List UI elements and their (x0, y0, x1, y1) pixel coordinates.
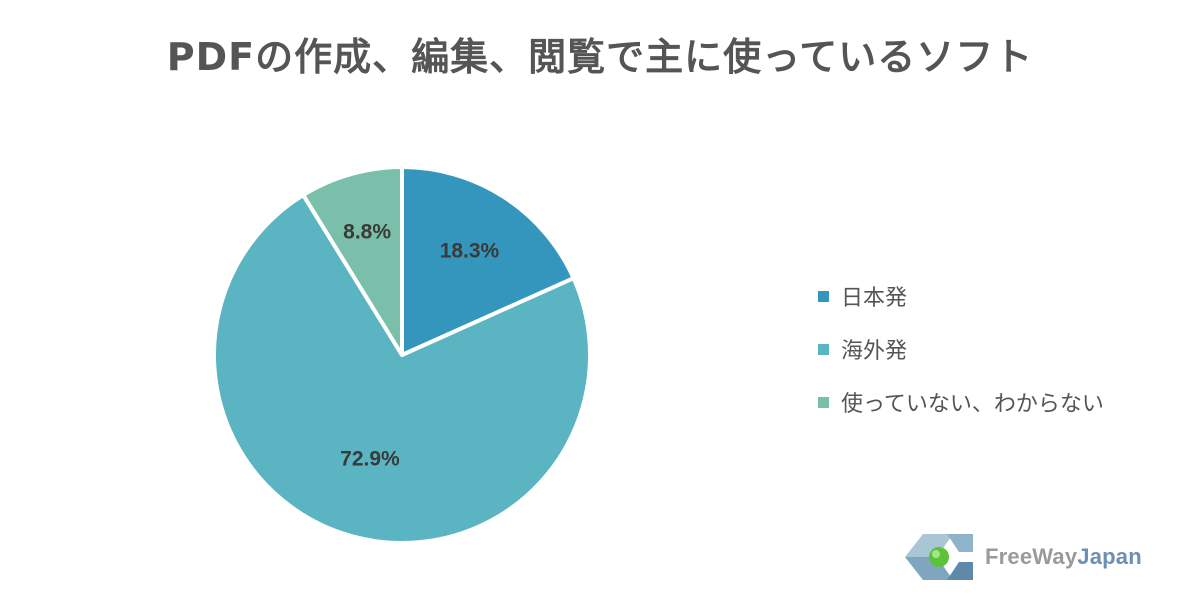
legend-item-japan: 日本発 (818, 282, 1104, 311)
legend-swatch-none (818, 396, 829, 408)
legend-item-none: 使っていない、わからない (818, 388, 1104, 417)
legend-label-japan: 日本発 (841, 286, 908, 311)
logo-mark-icon (905, 534, 973, 580)
logo-text: FreeWayJapan (985, 544, 1142, 569)
pie-label-japan: 18.3% (440, 239, 500, 262)
legend-label-overseas: 海外発 (841, 339, 908, 364)
pie-slice-japan (400, 165, 576, 357)
pie-slices (212, 165, 592, 545)
legend-swatch-overseas (818, 343, 829, 355)
pie-label-overseas: 72.9% (340, 448, 400, 471)
legend-swatch-japan (818, 290, 829, 302)
legend: 日本発 海外発 使っていない、わからない (818, 282, 1104, 441)
pie-slice-overseas (212, 193, 592, 545)
chart-title: PDFの作成、編集、閲覧で主に使っているソフト (166, 35, 1034, 79)
pie-slice-none (301, 165, 404, 357)
legend-item-overseas: 海外発 (818, 335, 1104, 364)
pie-label-none: 8.8% (343, 221, 391, 244)
legend-label-none: 使っていない、わからない (841, 392, 1104, 417)
pie-labels: 18.3% 72.9% 8.8% (340, 221, 499, 471)
freewayjapan-logo: FreeWayJapan (903, 528, 1142, 586)
